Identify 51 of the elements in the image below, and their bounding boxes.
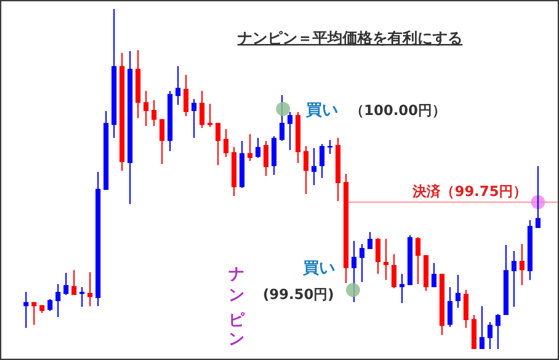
candlestick — [24, 291, 28, 329]
annotation: (99.50円) — [262, 287, 334, 303]
candlestick — [520, 243, 524, 286]
text: ナンピン＝平均価格を有利にする — [238, 29, 462, 47]
candlestick — [208, 103, 212, 128]
candlestick — [224, 128, 228, 158]
candlestick — [488, 321, 492, 350]
candlestick — [416, 236, 420, 285]
candlestick — [328, 139, 332, 154]
candlestick — [448, 286, 452, 328]
candlestick — [360, 243, 364, 283]
candlestick — [432, 262, 436, 288]
candlestick — [256, 137, 260, 159]
candlestick — [160, 118, 164, 165]
candlestick — [304, 145, 308, 195]
candlestick — [80, 286, 84, 308]
ref-line-label: 決済（99.75円） — [412, 183, 527, 200]
candlestick — [64, 272, 68, 296]
candlestick — [280, 94, 284, 142]
annotation: ナンピン — [228, 255, 246, 346]
annotation: （100.00円） — [350, 103, 446, 119]
candlestick — [152, 99, 156, 127]
candlestick — [384, 238, 388, 281]
candlestick — [456, 274, 460, 309]
candlestick — [376, 238, 380, 275]
candlestick — [392, 253, 396, 289]
candlestick — [216, 122, 220, 166]
candlestick — [288, 111, 292, 151]
candlestick — [72, 269, 76, 296]
annotation: 買い — [302, 258, 335, 277]
candlestick — [88, 272, 92, 307]
candlestick — [144, 90, 148, 127]
candlestick — [400, 273, 404, 304]
candlestick — [480, 306, 484, 350]
candlestick — [184, 74, 188, 117]
candlestick — [56, 283, 60, 318]
candlestick — [368, 231, 372, 250]
candlestick — [312, 147, 316, 186]
candlestick — [32, 301, 36, 326]
candlestick — [320, 143, 324, 179]
candlestick — [352, 240, 356, 303]
candlestick — [248, 133, 252, 162]
candlestick — [176, 65, 180, 106]
candlestick — [264, 140, 268, 177]
candlestick — [536, 165, 540, 229]
candlestick — [192, 98, 196, 139]
candlestick — [496, 313, 500, 350]
candlestick — [512, 250, 516, 308]
annotation: 買い — [305, 100, 338, 119]
candlestick — [48, 298, 52, 312]
candlestick — [200, 90, 204, 129]
